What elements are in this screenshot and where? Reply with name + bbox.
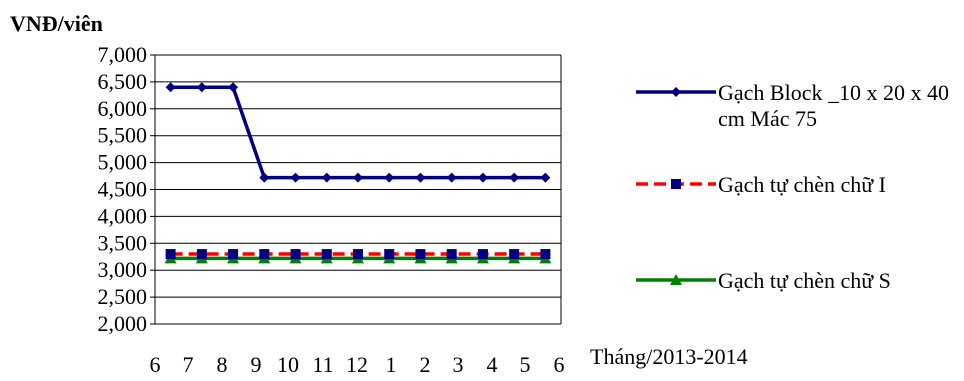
data-point-square <box>671 179 681 189</box>
data-point-diamond <box>196 82 207 93</box>
data-point-diamond <box>321 172 332 183</box>
data-point-square <box>165 249 176 260</box>
x-tick-label: 4 <box>487 352 498 377</box>
legend-marks <box>636 87 716 285</box>
x-tick-label: 6 <box>150 352 161 377</box>
y-axis-label: VNĐ/viên <box>10 11 103 36</box>
data-point-square <box>384 249 395 260</box>
data-point-diamond <box>290 172 301 183</box>
x-axis-label: Tháng/2013-2014 <box>590 344 748 369</box>
data-point-square <box>415 249 426 260</box>
x-tick-labels: 6 7 8 9 10 11 12 1 2 3 4 5 6 <box>150 352 565 377</box>
data-point-square <box>290 249 301 260</box>
data-point-square <box>353 249 363 260</box>
x-tick-label: 6 <box>554 352 565 377</box>
data-point-diamond <box>228 82 239 93</box>
y-tick-label: 3,000 <box>98 257 148 282</box>
data-point-diamond <box>671 87 681 97</box>
x-tick-label: 8 <box>217 352 228 377</box>
data-point-diamond <box>446 172 457 183</box>
data-point-diamond <box>384 172 395 183</box>
axes <box>150 54 562 325</box>
series-layer <box>164 82 552 264</box>
x-tick-label: 10 <box>277 352 299 377</box>
y-tick-label: 4,000 <box>98 203 148 228</box>
x-tick-label: 11 <box>312 352 333 377</box>
y-tick-label: 5,000 <box>98 150 148 175</box>
x-tick-label: 1 <box>386 352 397 377</box>
legend-label-gach-block: Gạch Block _10 x 20 x 40 cm Mác 75 <box>718 80 949 131</box>
y-tick-label: 5,500 <box>98 123 148 148</box>
data-point-diamond <box>353 172 363 183</box>
data-point-square <box>446 249 457 260</box>
data-point-square <box>228 249 239 260</box>
x-tick-label: 5 <box>520 352 531 377</box>
y-tick-label: 7,000 <box>98 42 148 67</box>
data-point-diamond <box>477 172 488 183</box>
x-tick-label: 9 <box>251 352 262 377</box>
data-point-triangle <box>670 274 682 285</box>
y-tick-label: 3,500 <box>98 230 148 255</box>
y-tick-label: 4,500 <box>98 177 148 202</box>
y-tick-label: 6,500 <box>98 69 148 94</box>
legend: Gạch Block _10 x 20 x 40 cm Mác 75 Gạch … <box>636 0 964 381</box>
y-tick-label: 2,000 <box>98 311 148 336</box>
data-point-square <box>477 249 488 260</box>
data-point-square <box>321 249 332 260</box>
x-tick-label: 3 <box>453 352 464 377</box>
y-tick-label: 6,000 <box>98 96 148 121</box>
data-point-diamond <box>165 82 176 93</box>
y-tick-labels: 2,0002,5003,0003,5004,0004,5005,0005,500… <box>98 42 148 336</box>
x-tick-label: 12 <box>346 352 368 377</box>
data-point-square <box>540 249 551 260</box>
data-point-diamond <box>415 172 426 183</box>
data-point-square <box>196 249 207 260</box>
data-point-square <box>509 249 520 260</box>
x-tick-label: 2 <box>420 352 431 377</box>
data-point-diamond <box>259 172 270 183</box>
gridlines <box>155 54 561 298</box>
legend-label-gach-chu-i: Gạch tự chèn chữ I <box>718 172 886 197</box>
data-point-diamond <box>540 172 551 183</box>
x-tick-label: 7 <box>183 352 194 377</box>
data-point-diamond <box>509 172 520 183</box>
series-line <box>170 85 546 180</box>
legend-label-gach-chu-s: Gạch tự chèn chữ S <box>718 268 891 293</box>
y-tick-label: 2,500 <box>98 284 148 309</box>
data-point-square <box>259 249 270 260</box>
